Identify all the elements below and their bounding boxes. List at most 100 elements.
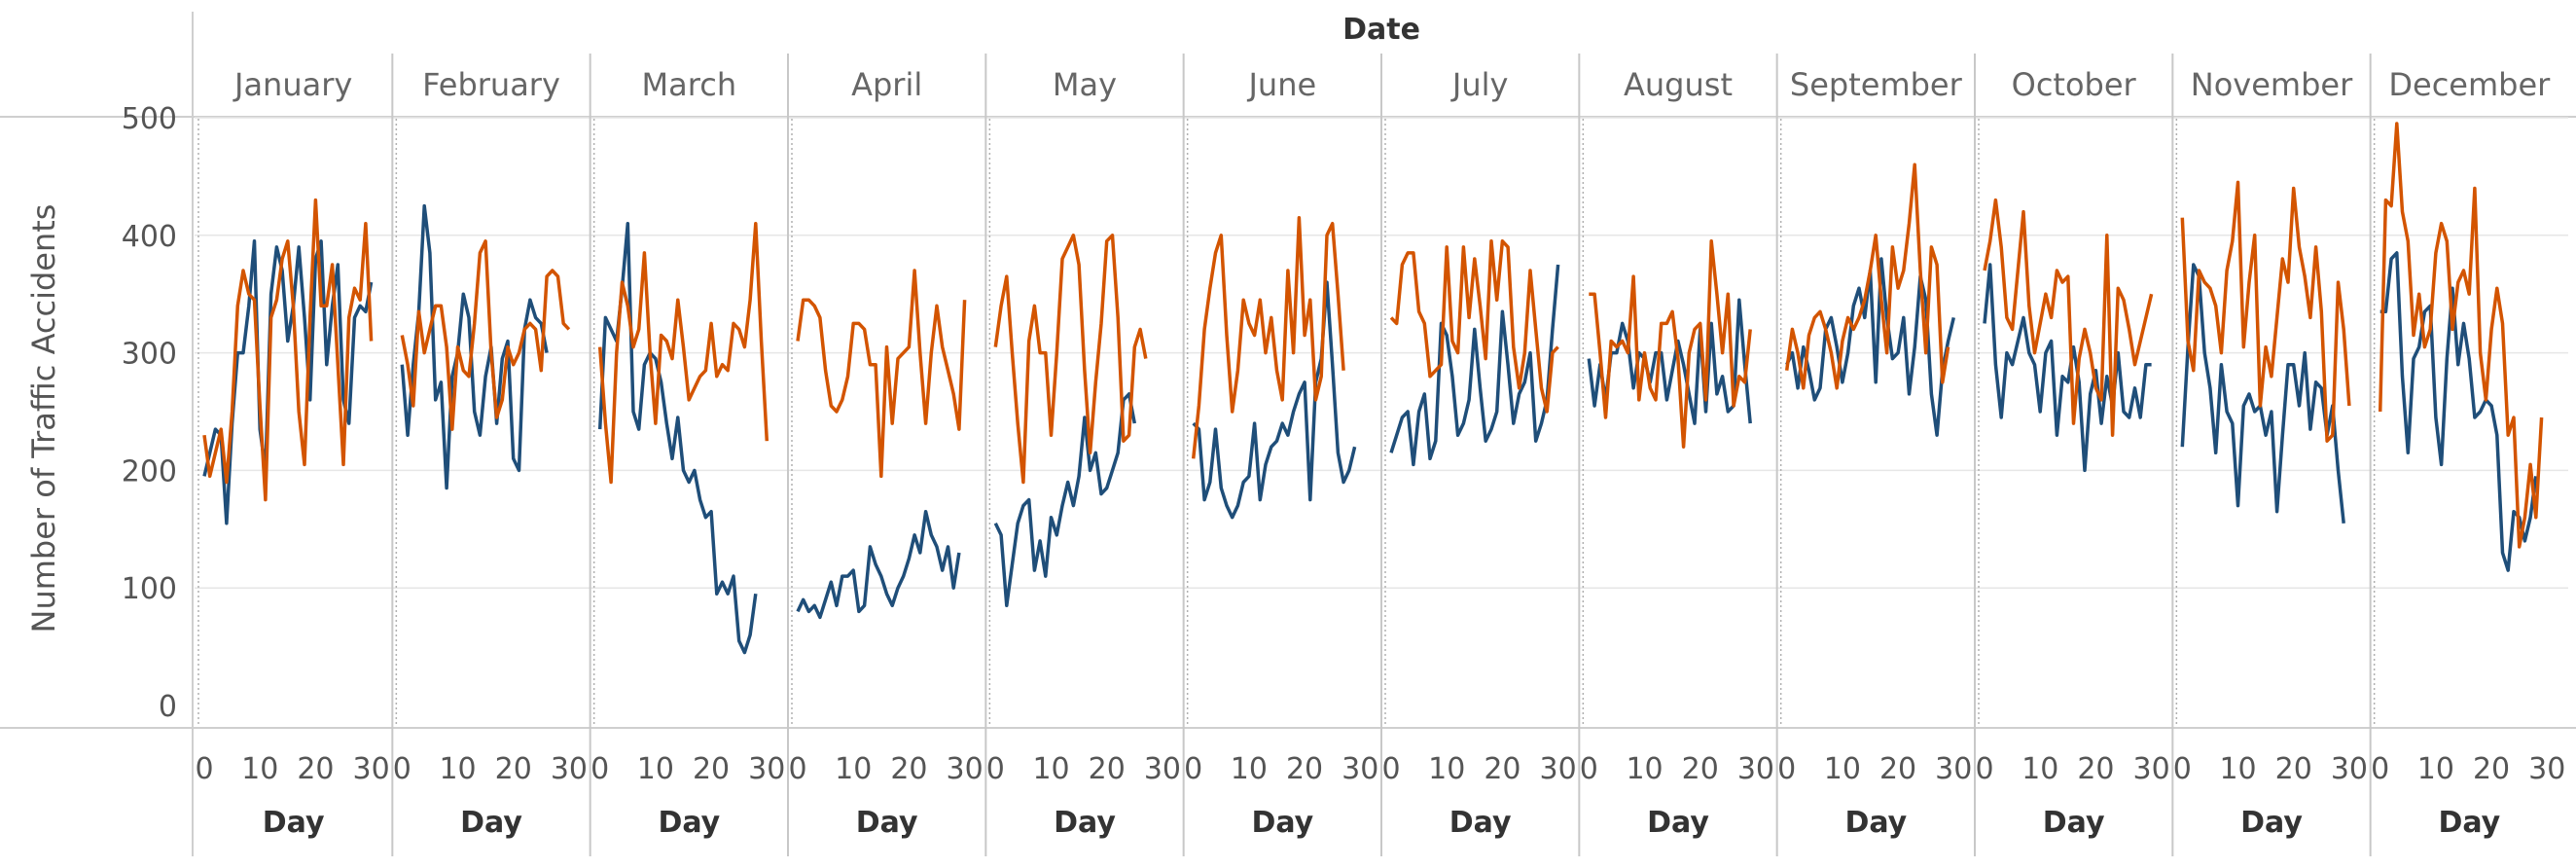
month-panel-june: June 0 10 20 30 Day [1182, 54, 1378, 856]
x-axis-label: Day [460, 806, 522, 840]
x-axis-label: Day [658, 806, 720, 840]
series-line-blue-november [2180, 263, 2345, 524]
x-axis-label: Day [1449, 806, 1512, 840]
x-tick-label: 10 [439, 752, 476, 786]
x-tick-label: 0 [1975, 752, 1993, 786]
y-axis-label: Number of Traffic Accidents [25, 204, 62, 633]
x-tick-label: 10 [2021, 752, 2058, 786]
month-header: September [1790, 66, 1963, 103]
x-tick-label: 30 [353, 752, 390, 786]
series-line-orange-june [1191, 215, 1345, 459]
series-line-orange-march [597, 221, 769, 485]
series-line-orange-january [202, 198, 374, 502]
x-tick-label: 30 [1935, 752, 1972, 786]
month-header: May [1053, 66, 1117, 103]
series-line-blue-march [597, 221, 758, 655]
month-panel-march: March 0 10 20 30 Day [589, 54, 785, 856]
month-panel-september: September 0 10 20 30 Day [1775, 54, 1972, 856]
y-tick-label: 200 [122, 454, 177, 488]
x-tick-label: 30 [1144, 752, 1181, 786]
y-tick-label: 0 [159, 690, 177, 724]
x-tick-label: 30 [1737, 752, 1774, 786]
x-tick-label: 20 [890, 752, 927, 786]
month-panel-january: January 0 10 20 30 Day [195, 66, 389, 840]
x-tick-label: 0 [2173, 752, 2192, 786]
x-tick-label: 10 [1032, 752, 1069, 786]
month-header: November [2191, 66, 2353, 103]
x-tick-label: 20 [1286, 752, 1323, 786]
month-panel-december: December 0 10 20 30 Day [2369, 54, 2565, 856]
x-tick-label: 10 [241, 752, 278, 786]
series-line-orange-october [1983, 198, 2154, 437]
y-tick-label: 300 [122, 338, 177, 372]
x-tick-label: 30 [2528, 752, 2565, 786]
month-panel-july: July 0 10 20 30 Day [1380, 54, 1577, 856]
x-tick-label: 30 [551, 752, 588, 786]
y-tick-label: 500 [122, 102, 177, 136]
x-tick-label: 10 [1626, 752, 1663, 786]
series-line-blue-may [993, 392, 1137, 608]
x-tick-label: 10 [2219, 752, 2256, 786]
y-tick-label: 100 [122, 572, 177, 606]
x-tick-label: 30 [1342, 752, 1378, 786]
series-line-orange-december [2378, 122, 2544, 549]
x-tick-label: 20 [1484, 752, 1521, 786]
series-line-orange-august [1589, 239, 1752, 449]
month-panel-august: August 0 10 20 30 Day [1578, 54, 1774, 856]
x-tick-label: 20 [297, 752, 334, 786]
series-line-blue-october [1983, 263, 2152, 473]
x-tick-label: 0 [1184, 752, 1202, 786]
month-panel-april: April 0 10 20 30 Day [787, 54, 984, 856]
month-panel-october: October 0 10 20 30 Day [1974, 54, 2170, 856]
x-tick-label: 30 [1540, 752, 1577, 786]
y-tick-label: 400 [122, 220, 177, 254]
x-tick-label: 10 [835, 752, 872, 786]
series-line-blue-june [1192, 280, 1357, 520]
month-header: July [1450, 66, 1509, 103]
month-header: January [233, 66, 352, 103]
x-tick-label: 10 [637, 752, 674, 786]
column-header: Date [1342, 13, 1420, 47]
x-tick-label: 0 [1777, 752, 1796, 786]
x-tick-label: 10 [1428, 752, 1465, 786]
y-axis: 0 100 200 300 400 500 [122, 102, 177, 724]
x-tick-label: 30 [947, 752, 984, 786]
month-panel-february: February 0 10 20 30 Day [391, 54, 588, 856]
x-axis-label: Day [2240, 806, 2303, 840]
x-tick-label: 20 [2077, 752, 2114, 786]
x-axis-label: Day [1844, 806, 1907, 840]
x-tick-label: 0 [788, 752, 806, 786]
x-tick-label: 0 [195, 752, 213, 786]
x-tick-label: 10 [1824, 752, 1861, 786]
x-axis-label: Day [1251, 806, 1313, 840]
series-line-orange-may [993, 234, 1148, 485]
x-tick-label: 0 [2371, 752, 2389, 786]
x-tick-label: 20 [1089, 752, 1126, 786]
series-line-orange-november [2180, 180, 2351, 443]
x-axis-label: Day [263, 806, 325, 840]
series-line-orange-february [400, 239, 571, 431]
x-tick-label: 0 [590, 752, 609, 786]
month-header: March [642, 66, 737, 103]
series-line-blue-december [2379, 251, 2538, 572]
x-tick-label: 20 [495, 752, 532, 786]
x-tick-label: 10 [1231, 752, 1268, 786]
x-tick-label: 20 [2473, 752, 2510, 786]
x-tick-label: 0 [1580, 752, 1598, 786]
month-header: October [2012, 66, 2137, 103]
series-line-blue-august [1587, 298, 1752, 425]
month-panel-may: May 0 10 20 30 Day [984, 54, 1181, 856]
x-tick-label: 20 [1682, 752, 1719, 786]
month-header: June [1246, 66, 1316, 103]
x-axis-label: Day [1054, 806, 1116, 840]
x-axis-label: Day [2438, 806, 2500, 840]
x-tick-label: 0 [1381, 752, 1400, 786]
x-tick-label: 30 [2331, 752, 2368, 786]
x-tick-label: 10 [2417, 752, 2454, 786]
x-tick-label: 20 [1879, 752, 1916, 786]
series-line-orange-july [1389, 239, 1559, 414]
month-panel-november: November 0 10 20 30 Day [2171, 54, 2368, 856]
series-line-orange-april [796, 269, 967, 479]
